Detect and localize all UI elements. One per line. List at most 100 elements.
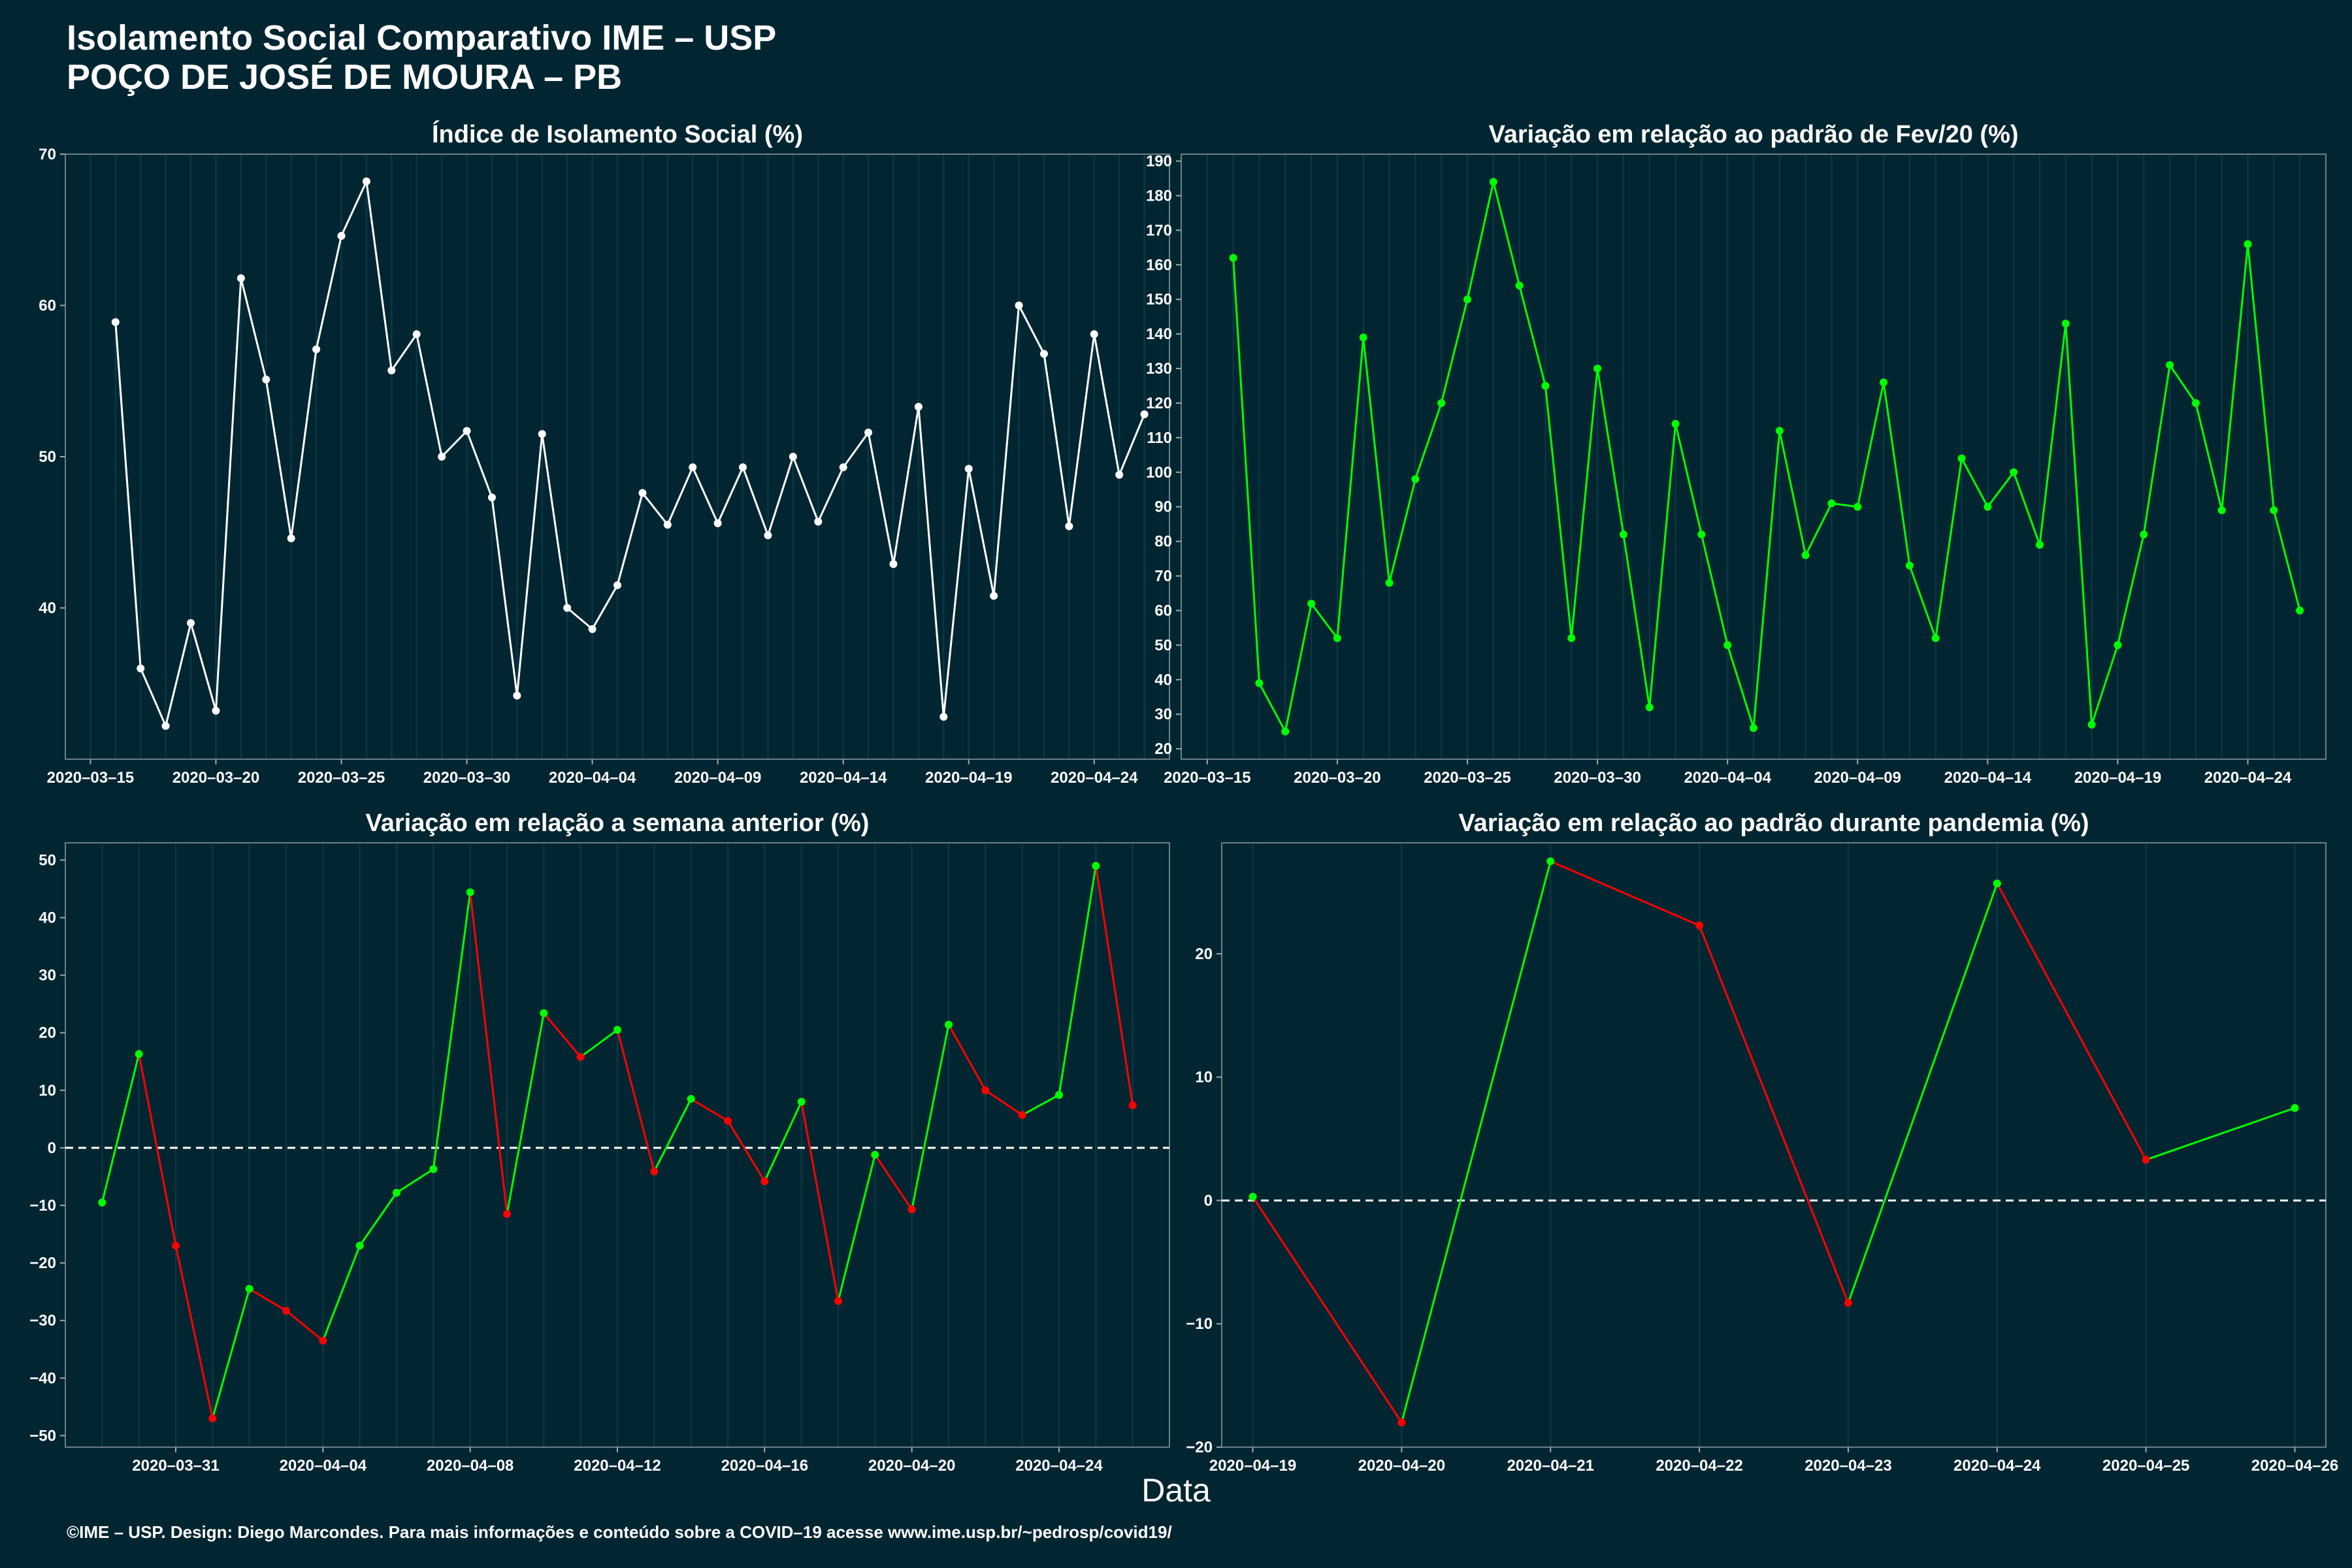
page-title: Isolamento Social Comparativo IME – USP — [67, 18, 777, 57]
series-segment — [1492, 181, 1521, 286]
series-segment — [114, 321, 142, 669]
series-segment — [580, 1029, 618, 1058]
y-tick-label: 110 — [1147, 429, 1172, 447]
series-segment — [653, 1098, 693, 1172]
series-segment — [340, 181, 368, 237]
x-tick-label: 2020–03–15 — [47, 769, 134, 787]
series-segment — [2221, 244, 2249, 511]
data-point — [237, 274, 245, 282]
data-point — [1397, 1418, 1406, 1427]
data-point — [939, 713, 948, 721]
series-segment — [1232, 257, 1260, 683]
data-point — [337, 232, 346, 240]
y-tick-label: −40 — [29, 1369, 56, 1387]
data-point — [1463, 295, 1471, 304]
series-segment — [1996, 883, 2147, 1160]
y-tick-label: −10 — [29, 1197, 56, 1215]
x-tick-label: 2020–04–26 — [2251, 1457, 2338, 1475]
series-segment — [837, 1154, 876, 1301]
x-tick-label: 2020–04–16 — [721, 1457, 808, 1475]
data-point — [438, 453, 446, 461]
series-segment — [985, 1089, 1023, 1116]
data-point — [1140, 410, 1149, 419]
data-point — [212, 706, 220, 715]
data-point — [1645, 703, 1654, 711]
series-segment — [1778, 431, 1807, 556]
data-point — [1359, 333, 1367, 342]
x-tick-label: 2020–04–04 — [549, 769, 636, 787]
y-tick-label: 50 — [1154, 636, 1172, 654]
y-tick-label: 190 — [1146, 153, 1172, 171]
chart-title: Variação em relação ao padrão durante pa… — [1458, 809, 2089, 837]
y-tick-label: 10 — [39, 1082, 56, 1100]
y-tick-label: 50 — [39, 448, 56, 466]
data-point — [2291, 1103, 2299, 1112]
series-segment — [2247, 244, 2275, 511]
data-point — [1015, 301, 1023, 310]
data-point — [613, 1026, 621, 1034]
series-segment — [892, 406, 920, 564]
data-point — [1307, 599, 1316, 608]
series-segment — [690, 1098, 728, 1122]
x-tick-label: 2020–04–24 — [1015, 1457, 1103, 1475]
series-segment — [432, 892, 472, 1169]
data-point — [2087, 721, 2096, 729]
series-segment — [1908, 565, 1937, 639]
series-segment — [2012, 472, 2041, 546]
y-tick-label: −20 — [29, 1254, 56, 1272]
data-point — [588, 625, 596, 633]
series-segment — [265, 379, 293, 539]
series-segment — [1310, 602, 1339, 639]
x-tick-label: 2020–04–09 — [674, 769, 761, 787]
series-segment — [1362, 337, 1391, 583]
y-tick-label: 60 — [1154, 602, 1172, 619]
data-point — [889, 560, 898, 568]
series-segment — [543, 1012, 581, 1058]
series-segment — [1400, 860, 1552, 1423]
x-tick-label: 2020–04–21 — [1507, 1457, 1593, 1475]
data-point — [187, 619, 195, 627]
series-segment — [947, 1024, 987, 1091]
series-segment — [515, 434, 544, 696]
series-segment — [642, 492, 668, 526]
data-point — [463, 427, 471, 435]
series-segment — [211, 1288, 251, 1419]
series-segment — [290, 349, 318, 539]
y-tick-label: −30 — [29, 1312, 56, 1330]
series-segment — [767, 456, 794, 536]
series-segment — [365, 181, 393, 371]
series-segment — [917, 406, 945, 717]
data-point — [135, 1050, 143, 1058]
series-segment — [867, 432, 894, 564]
series-segment — [286, 1310, 324, 1342]
series-segment — [1648, 423, 1677, 708]
series-segment — [1018, 304, 1045, 355]
data-point — [764, 531, 772, 540]
data-point — [1695, 921, 1704, 930]
x-tick-label: 2020–03–15 — [1164, 769, 1250, 787]
series-segment — [1831, 502, 1858, 508]
data-point — [1546, 857, 1555, 866]
y-tick-label: 140 — [1146, 325, 1172, 343]
x-tick-label: 2020–04–09 — [1814, 769, 1901, 787]
x-tick-label: 2020–03–30 — [423, 769, 510, 787]
data-point — [2217, 506, 2226, 515]
data-point — [1957, 454, 1966, 463]
x-tick-label: 2020–04–23 — [1805, 1457, 1891, 1475]
y-tick-label: 170 — [1146, 221, 1172, 239]
series-segment — [466, 431, 493, 498]
x-tick-label: 2020–04–19 — [2074, 769, 2161, 787]
series-segment — [2195, 402, 2223, 511]
data-point — [2270, 506, 2278, 515]
series-segment — [2142, 365, 2171, 535]
series-segment — [240, 278, 267, 380]
series-segment — [2272, 510, 2301, 611]
data-point — [319, 1337, 327, 1345]
y-tick-label: 100 — [1146, 464, 1172, 482]
data-point — [287, 534, 295, 543]
data-point — [172, 1241, 180, 1250]
series-segment — [1674, 423, 1703, 535]
series-segment — [1068, 334, 1096, 527]
y-tick-label: 70 — [1154, 568, 1172, 585]
